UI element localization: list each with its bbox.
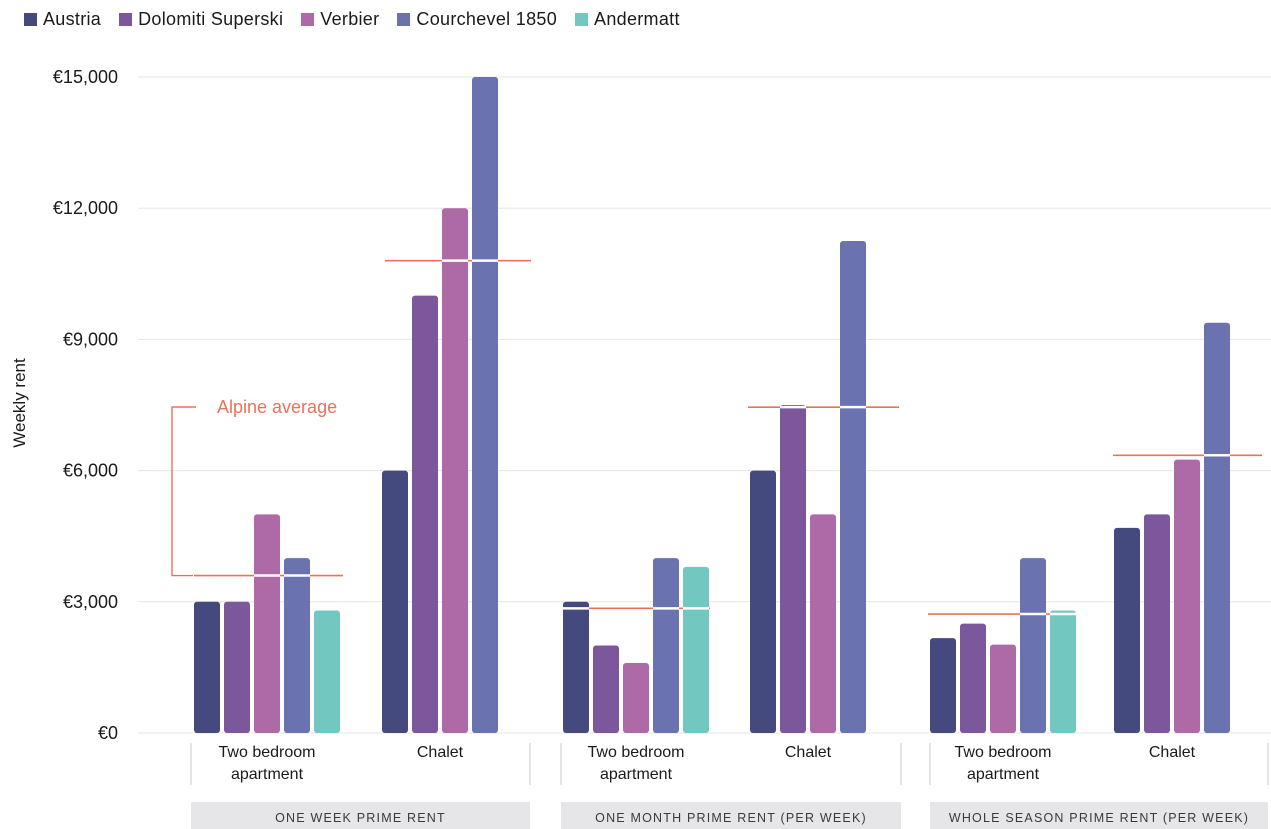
bar-courchevel-1850: [1020, 558, 1046, 733]
legend-swatch-verbier: [301, 13, 315, 26]
bar-courchevel-1850: [840, 241, 866, 733]
bar-verbier: [810, 514, 836, 733]
bar-verbier: [442, 208, 468, 733]
bar-courchevel-1850: [472, 77, 498, 733]
legend-label-austria: Austria: [43, 9, 102, 29]
bar-austria: [382, 470, 408, 733]
bar-andermatt: [1050, 610, 1076, 733]
y-tick-label: €12,000: [53, 198, 118, 218]
bar-dolomiti-superski: [593, 645, 619, 733]
legend-label-verbier: Verbier: [320, 9, 380, 29]
bar-courchevel-1850: [653, 558, 679, 733]
legend-item-andermatt: Andermatt: [575, 9, 680, 30]
legend-swatch-dolomiti-superski: [119, 13, 133, 26]
group-band: [930, 802, 1268, 829]
legend-item-verbier: Verbier: [301, 9, 379, 30]
legend-label-dolomiti-superski: Dolomiti Superski: [138, 9, 284, 29]
legend-swatch-andermatt: [575, 13, 589, 26]
legend-label-courchevel-1850: Courchevel 1850: [416, 9, 558, 29]
y-tick-label: €9,000: [63, 329, 118, 349]
bar-andermatt: [683, 566, 709, 733]
bar-dolomiti-superski: [780, 405, 806, 733]
bar-verbier: [1174, 459, 1200, 733]
bar-austria: [1114, 527, 1140, 733]
bar-dolomiti-superski: [224, 601, 250, 733]
group-label: ONE WEEK PRIME RENT: [275, 811, 446, 825]
bar-austria: [930, 638, 956, 733]
group-label: ONE MONTH PRIME RENT (PER WEEK): [595, 811, 867, 825]
bar-verbier: [254, 514, 280, 733]
bar-verbier: [623, 663, 649, 733]
bar-austria: [194, 601, 220, 733]
group-band: [561, 802, 901, 829]
category-label: Chalet: [785, 744, 832, 761]
annotation-bracket: [171, 406, 196, 577]
y-tick-label: €6,000: [63, 461, 118, 481]
legend-swatch-austria: [24, 13, 37, 26]
bar-courchevel-1850: [284, 558, 310, 733]
category-label: Chalet: [417, 744, 464, 761]
bar-dolomiti-superski: [960, 623, 986, 733]
category-label: Two bedroom: [219, 744, 316, 761]
bar-verbier: [990, 644, 1016, 733]
group-band: [191, 802, 530, 829]
bar-austria: [750, 470, 776, 733]
bar-andermatt: [314, 610, 340, 733]
y-tick-label: €0: [98, 723, 118, 743]
legend: Austria Dolomiti Superski Verbier Courch…: [24, 9, 680, 30]
annotation-label: Alpine average: [217, 397, 337, 417]
legend-item-dolomiti-superski: Dolomiti Superski: [119, 9, 283, 30]
category-label: Two bedroom: [588, 744, 685, 761]
legend-item-austria: Austria: [24, 9, 101, 30]
bar-dolomiti-superski: [1144, 514, 1170, 733]
bar-dolomiti-superski: [412, 295, 438, 733]
legend-label-andermatt: Andermatt: [594, 9, 680, 29]
legend-item-courchevel-1850: Courchevel 1850: [397, 9, 557, 30]
category-label: apartment: [600, 766, 673, 783]
group-label: WHOLE SEASON PRIME RENT (PER WEEK): [949, 811, 1249, 825]
category-label: apartment: [967, 766, 1040, 783]
y-tick-label: €15,000: [53, 67, 118, 87]
y-axis-label: Weekly rent: [10, 358, 29, 448]
y-tick-label: €3,000: [63, 592, 118, 612]
bar-austria: [563, 601, 589, 733]
category-label: Chalet: [1149, 744, 1196, 761]
category-label: Two bedroom: [955, 744, 1052, 761]
legend-swatch-courchevel-1850: [397, 13, 411, 26]
category-label: apartment: [231, 766, 304, 783]
bar-courchevel-1850: [1204, 322, 1230, 733]
